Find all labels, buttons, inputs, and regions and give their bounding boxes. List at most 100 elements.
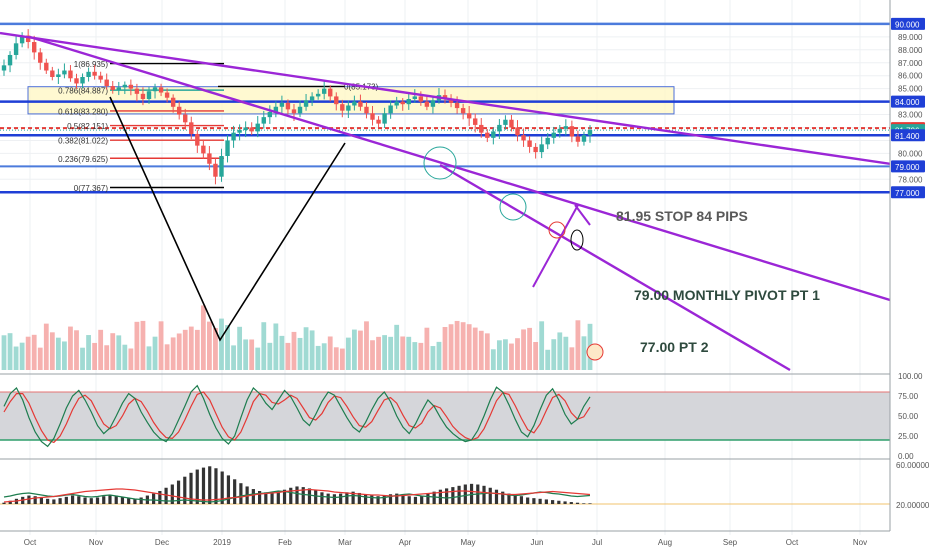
candle-body [394,101,399,106]
candle-body [412,96,418,100]
macd-hist-bar [320,492,324,504]
candle-body [92,71,97,76]
candle-body [370,113,375,120]
volume-bar [418,342,424,370]
volume-bar [164,344,170,370]
macd-hist-bar [39,497,44,504]
macd-hist-bar [301,487,305,504]
time-tick-label: Feb [278,538,292,547]
candle-body [406,99,411,105]
candle-body [382,113,387,124]
candle-body [340,104,345,111]
candle-body [86,71,91,77]
volume-bar [364,321,369,370]
candle-body [62,70,67,75]
volume-bar [37,347,43,370]
price-tick-label: 80.000 [898,149,923,158]
signal-line [3,488,591,503]
event-marker [586,343,604,361]
volume-bar [80,347,85,370]
candle-body [273,106,279,112]
stoch-k-line [3,384,591,448]
candle-body [243,127,248,131]
volume-bar [170,337,176,370]
macd-hist-bar [176,480,181,504]
macd-hist-bar [494,489,499,504]
candle-body [231,132,236,141]
volume-bar [400,336,406,370]
macd-hist-bar [382,495,386,504]
macd-hist-bar [438,489,442,504]
macd-hist-bar [413,496,418,504]
candle-body [448,99,454,103]
macd-hist-bar [33,496,37,504]
fib-level-label: 1(86.935) [74,60,109,69]
time-tick-label: Oct [24,538,37,547]
candle-body [291,109,297,114]
price-badge [891,160,925,173]
macd-hist-bar [189,472,193,504]
candle-body [321,88,327,94]
volume-bar [430,346,436,370]
volume-bar [539,321,545,370]
stoch-axis-label: 100.00 [898,372,923,381]
macd-hist-bar [2,502,6,504]
macd-hist-bar [463,484,467,504]
volume-bar [68,326,73,370]
candle-body [1,65,7,71]
volume-bar [382,335,387,370]
volume-bar [291,331,297,370]
macd-hist-bar [52,499,56,504]
candle-body [527,140,532,147]
macd-hist-bar [158,491,162,504]
volume-bar [575,320,581,370]
macd-hist-bar [220,471,224,504]
abcd-pattern [109,96,346,342]
volume-bar [13,346,19,370]
volume-bar [62,341,67,370]
macd-hist-bar [569,502,573,504]
candle-body [44,62,49,71]
candle-body [267,111,273,118]
candle-body [140,93,146,100]
macd-hist-bar [282,489,287,504]
candle-body [551,132,556,138]
annotation-stop: 81.95 STOP 84 PIPS [616,208,748,224]
candle-body [285,102,291,110]
volume-bar [74,330,79,370]
trendline-long [0,31,932,172]
candle-body [176,106,182,115]
candle-body [170,97,176,107]
volume-bar [55,337,61,370]
candle-body [225,140,230,156]
channel-line-a [532,204,579,288]
macd-hist-bar [208,466,212,504]
stoch-axis-label: 25.00 [898,432,919,441]
macd-hist-bar [276,491,280,504]
stoch-d-line [3,391,591,444]
candle-body [164,92,170,98]
macd-hist-bar [445,488,449,504]
candle-body [460,108,466,114]
macd-hist-bar [482,485,486,504]
annotation-pivot: 79.00 MONTHLY PIVOT PT 1 [634,287,820,303]
macd-hist-bar [264,492,268,504]
candle-body [424,101,430,107]
volume-bar [19,342,25,370]
volume-bar [490,349,496,370]
macd-hist-bar [307,488,312,504]
trend-drawings [0,31,932,372]
volume-bar [521,329,526,370]
candle-body [497,124,502,132]
candle-body [430,100,436,107]
price-tick-label: 85.000 [898,85,923,94]
macd-hist-bar [127,498,131,504]
macd-hist-bar [582,503,586,504]
volume-bar [309,330,315,370]
volume-bar [200,305,206,370]
candle-body [297,106,303,114]
candle-body [98,75,103,80]
volume-bar [255,347,261,370]
volume-bar [140,320,146,370]
candle-body [521,135,526,141]
